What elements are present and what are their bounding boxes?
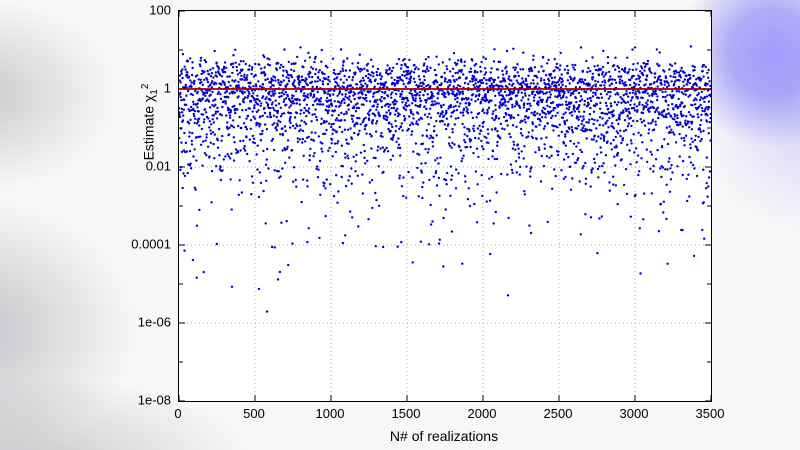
- y-axis-label-text: Estimate: [140, 105, 157, 161]
- x-tick-label: 1500: [391, 406, 421, 421]
- x-axis-label: N# of realizations: [389, 428, 499, 444]
- chi-symbol: χ: [140, 94, 157, 103]
- y-tick-label: 1: [163, 80, 171, 96]
- x-tick-label: 3500: [695, 406, 725, 421]
- x-tick-label: 3000: [619, 406, 649, 421]
- x-tick-label: 2500: [543, 406, 573, 421]
- scatter-plot-canvas: [179, 11, 711, 401]
- x-tick-label: 2000: [467, 406, 497, 421]
- y-tick-label: 0.0001: [131, 236, 171, 252]
- plot-area: [178, 10, 712, 402]
- x-tick-label: 0: [174, 406, 182, 421]
- chi-subscript: 1: [149, 89, 161, 95]
- gridlines: [179, 11, 711, 401]
- axis-tick-marks: [179, 11, 711, 401]
- y-tick-label: 0.01: [145, 158, 171, 174]
- y-tick-label: 100: [149, 2, 171, 18]
- y-tick-label: 1e-08: [137, 392, 171, 408]
- y-axis-label: Estimate χ12: [140, 84, 160, 161]
- data-points: [179, 45, 711, 313]
- chi-superscript: 2: [139, 83, 151, 90]
- x-tick-label: 1000: [315, 406, 345, 421]
- y-tick-label: 1e-06: [137, 314, 171, 330]
- x-tick-label: 500: [243, 406, 265, 421]
